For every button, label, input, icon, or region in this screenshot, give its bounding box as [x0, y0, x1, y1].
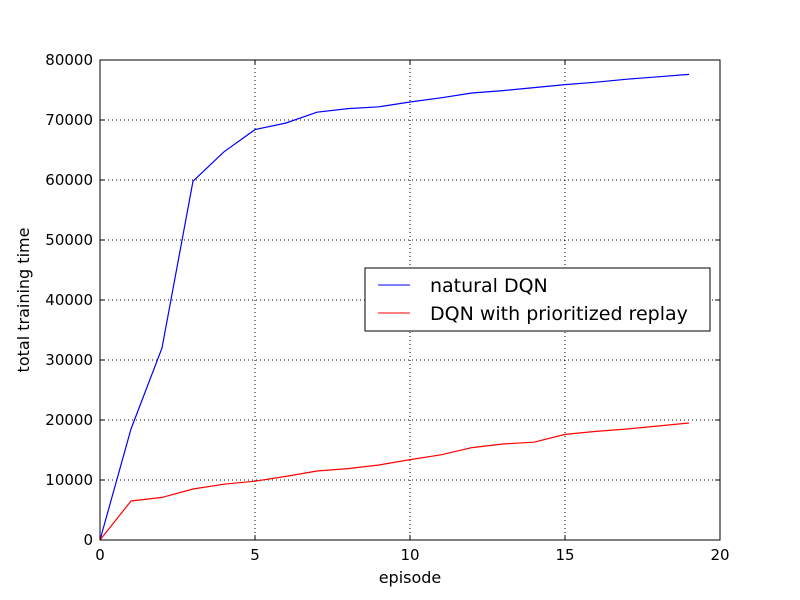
series-line-natural-dqn: [99, 73, 690, 541]
y-tick-label: 70000: [45, 111, 93, 129]
x-tick-label: 20: [710, 546, 729, 564]
y-tick-label: 30000: [45, 351, 93, 369]
legend-label-natural-dqn: natural DQN: [430, 275, 548, 297]
y-axis-label: total training time: [14, 228, 33, 373]
series-line-dqn-with-prioritized-replay: [99, 422, 690, 541]
series-layer: [99, 73, 690, 541]
legend-label-prioritized-replay: DQN with prioritized replay: [430, 303, 688, 325]
y-tick-label: 20000: [45, 411, 93, 429]
y-tick-label: 80000: [45, 51, 93, 69]
x-tick-label: 10: [400, 546, 419, 564]
legend-box: [364, 267, 711, 332]
x-tick-label: 15: [555, 546, 574, 564]
y-tick-label: 40000: [45, 291, 93, 309]
y-tick-label: 10000: [45, 471, 93, 489]
y-tick-label: 50000: [45, 231, 93, 249]
y-tick-label: 0: [83, 531, 93, 549]
x-axis-label: episode: [379, 568, 442, 587]
tick-layer: 0 5 10 15 20 0 10000 20000 30000 40000 50000 60000 7…: [45, 51, 729, 564]
y-tick-label: 60000: [45, 171, 93, 189]
legend: natural DQN DQN with prioritized replay: [364, 267, 711, 332]
x-tick-label: 0: [95, 546, 105, 564]
x-tick-label: 5: [250, 546, 260, 564]
